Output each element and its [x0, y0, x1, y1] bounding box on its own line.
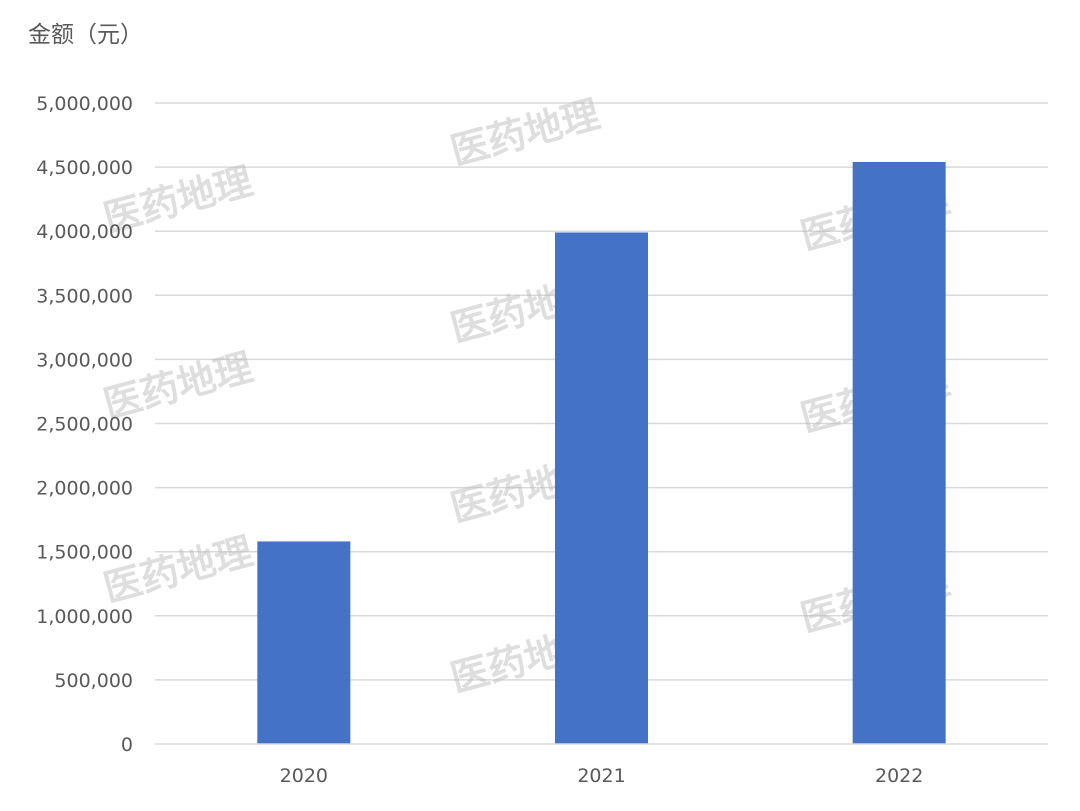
x-tick-label: 2020 — [280, 765, 328, 787]
y-tick-label: 5,000,000 — [36, 93, 133, 115]
x-tick-labels: 2020 2021 2022 — [280, 765, 924, 787]
watermark-text: 医药地理 — [446, 92, 604, 174]
bar-2020 — [257, 541, 351, 744]
bar-2022 — [852, 161, 946, 745]
bars — [257, 161, 946, 745]
y-axis-label: 金额（元） — [28, 22, 143, 48]
y-tick-label: 3,500,000 — [36, 285, 133, 307]
y-tick-label: 4,500,000 — [36, 157, 133, 179]
bar-2021 — [555, 232, 648, 744]
y-tick-label: 2,500,000 — [36, 414, 133, 436]
y-tick-label: 1,500,000 — [36, 542, 133, 564]
y-tick-labels: 0 500,000 1,000,000 1,500,000 2,000,000 2,500… — [36, 93, 133, 756]
watermarks: 医药地理医药地理医药地理医药地理医药地理医药地理医药地理医药地理医药地理医药地理 — [99, 92, 954, 701]
y-tick-label: 0 — [121, 734, 133, 756]
y-tick-label: 2,000,000 — [36, 478, 133, 500]
y-tick-label: 4,000,000 — [36, 221, 133, 243]
x-tick-label: 2022 — [875, 765, 923, 787]
y-tick-label: 1,000,000 — [36, 606, 133, 628]
y-tick-label: 3,000,000 — [36, 349, 133, 371]
y-tick-label: 500,000 — [54, 670, 133, 692]
x-tick-label: 2021 — [577, 765, 625, 787]
